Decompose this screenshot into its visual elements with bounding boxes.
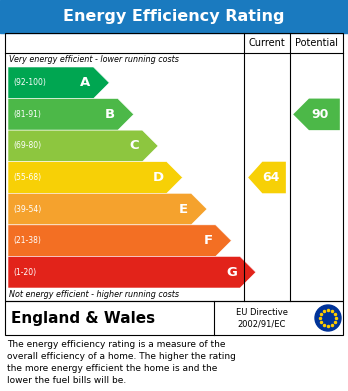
Text: Very energy efficient - lower running costs: Very energy efficient - lower running co…	[9, 56, 179, 65]
Polygon shape	[8, 193, 207, 225]
Text: B: B	[105, 108, 115, 121]
Polygon shape	[8, 130, 158, 162]
Text: E: E	[179, 203, 188, 215]
Text: the more energy efficient the home is and the: the more energy efficient the home is an…	[7, 364, 218, 373]
Text: (39-54): (39-54)	[13, 204, 41, 213]
Text: 90: 90	[312, 108, 329, 121]
Text: Energy Efficiency Rating: Energy Efficiency Rating	[63, 9, 285, 24]
Text: The energy efficiency rating is a measure of the: The energy efficiency rating is a measur…	[7, 340, 226, 349]
Text: G: G	[226, 266, 237, 279]
Polygon shape	[248, 162, 286, 193]
Text: Current: Current	[248, 38, 285, 48]
Text: (1-20): (1-20)	[13, 268, 36, 277]
Text: Potential: Potential	[295, 38, 338, 48]
Text: C: C	[130, 140, 139, 152]
Bar	[0, 0, 348, 33]
Polygon shape	[8, 99, 134, 130]
Text: (69-80): (69-80)	[13, 142, 41, 151]
Polygon shape	[8, 67, 109, 99]
Bar	[5, 301, 343, 335]
Text: F: F	[204, 234, 213, 247]
Circle shape	[315, 305, 341, 331]
Text: overall efficiency of a home. The higher the rating: overall efficiency of a home. The higher…	[7, 352, 236, 361]
Polygon shape	[8, 225, 231, 256]
Text: (55-68): (55-68)	[13, 173, 41, 182]
Polygon shape	[8, 162, 182, 193]
Bar	[5, 33, 343, 301]
Text: England & Wales: England & Wales	[11, 310, 155, 325]
Text: D: D	[153, 171, 164, 184]
Text: (81-91): (81-91)	[13, 110, 41, 119]
Text: (92-100): (92-100)	[13, 78, 46, 87]
Polygon shape	[293, 99, 340, 130]
Text: Not energy efficient - higher running costs: Not energy efficient - higher running co…	[9, 290, 179, 299]
Text: 64: 64	[262, 171, 279, 184]
Text: EU Directive
2002/91/EC: EU Directive 2002/91/EC	[236, 308, 288, 328]
Text: lower the fuel bills will be.: lower the fuel bills will be.	[7, 376, 126, 385]
Text: A: A	[80, 76, 90, 89]
Polygon shape	[8, 256, 256, 288]
Text: (21-38): (21-38)	[13, 236, 41, 245]
